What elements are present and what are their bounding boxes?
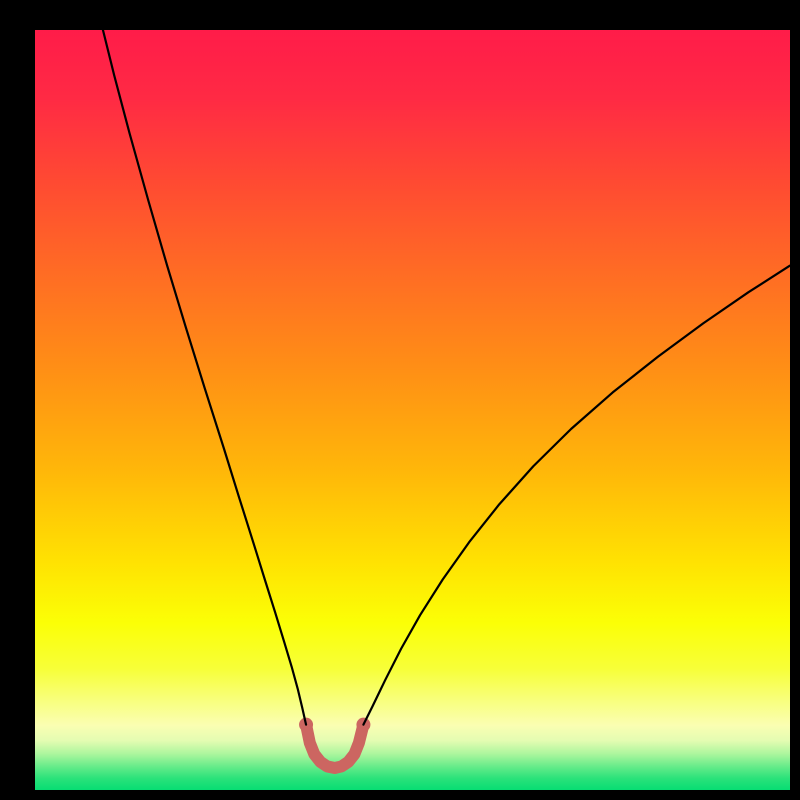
plot-svg: [35, 30, 790, 790]
chart-root: TheBottleneck.com: [0, 0, 800, 800]
frame-bottom: [0, 790, 800, 800]
plot-background: [35, 30, 790, 790]
frame-left: [0, 0, 35, 800]
frame-right: [790, 0, 800, 800]
frame-top: [0, 0, 800, 30]
plot-area: [35, 30, 790, 790]
